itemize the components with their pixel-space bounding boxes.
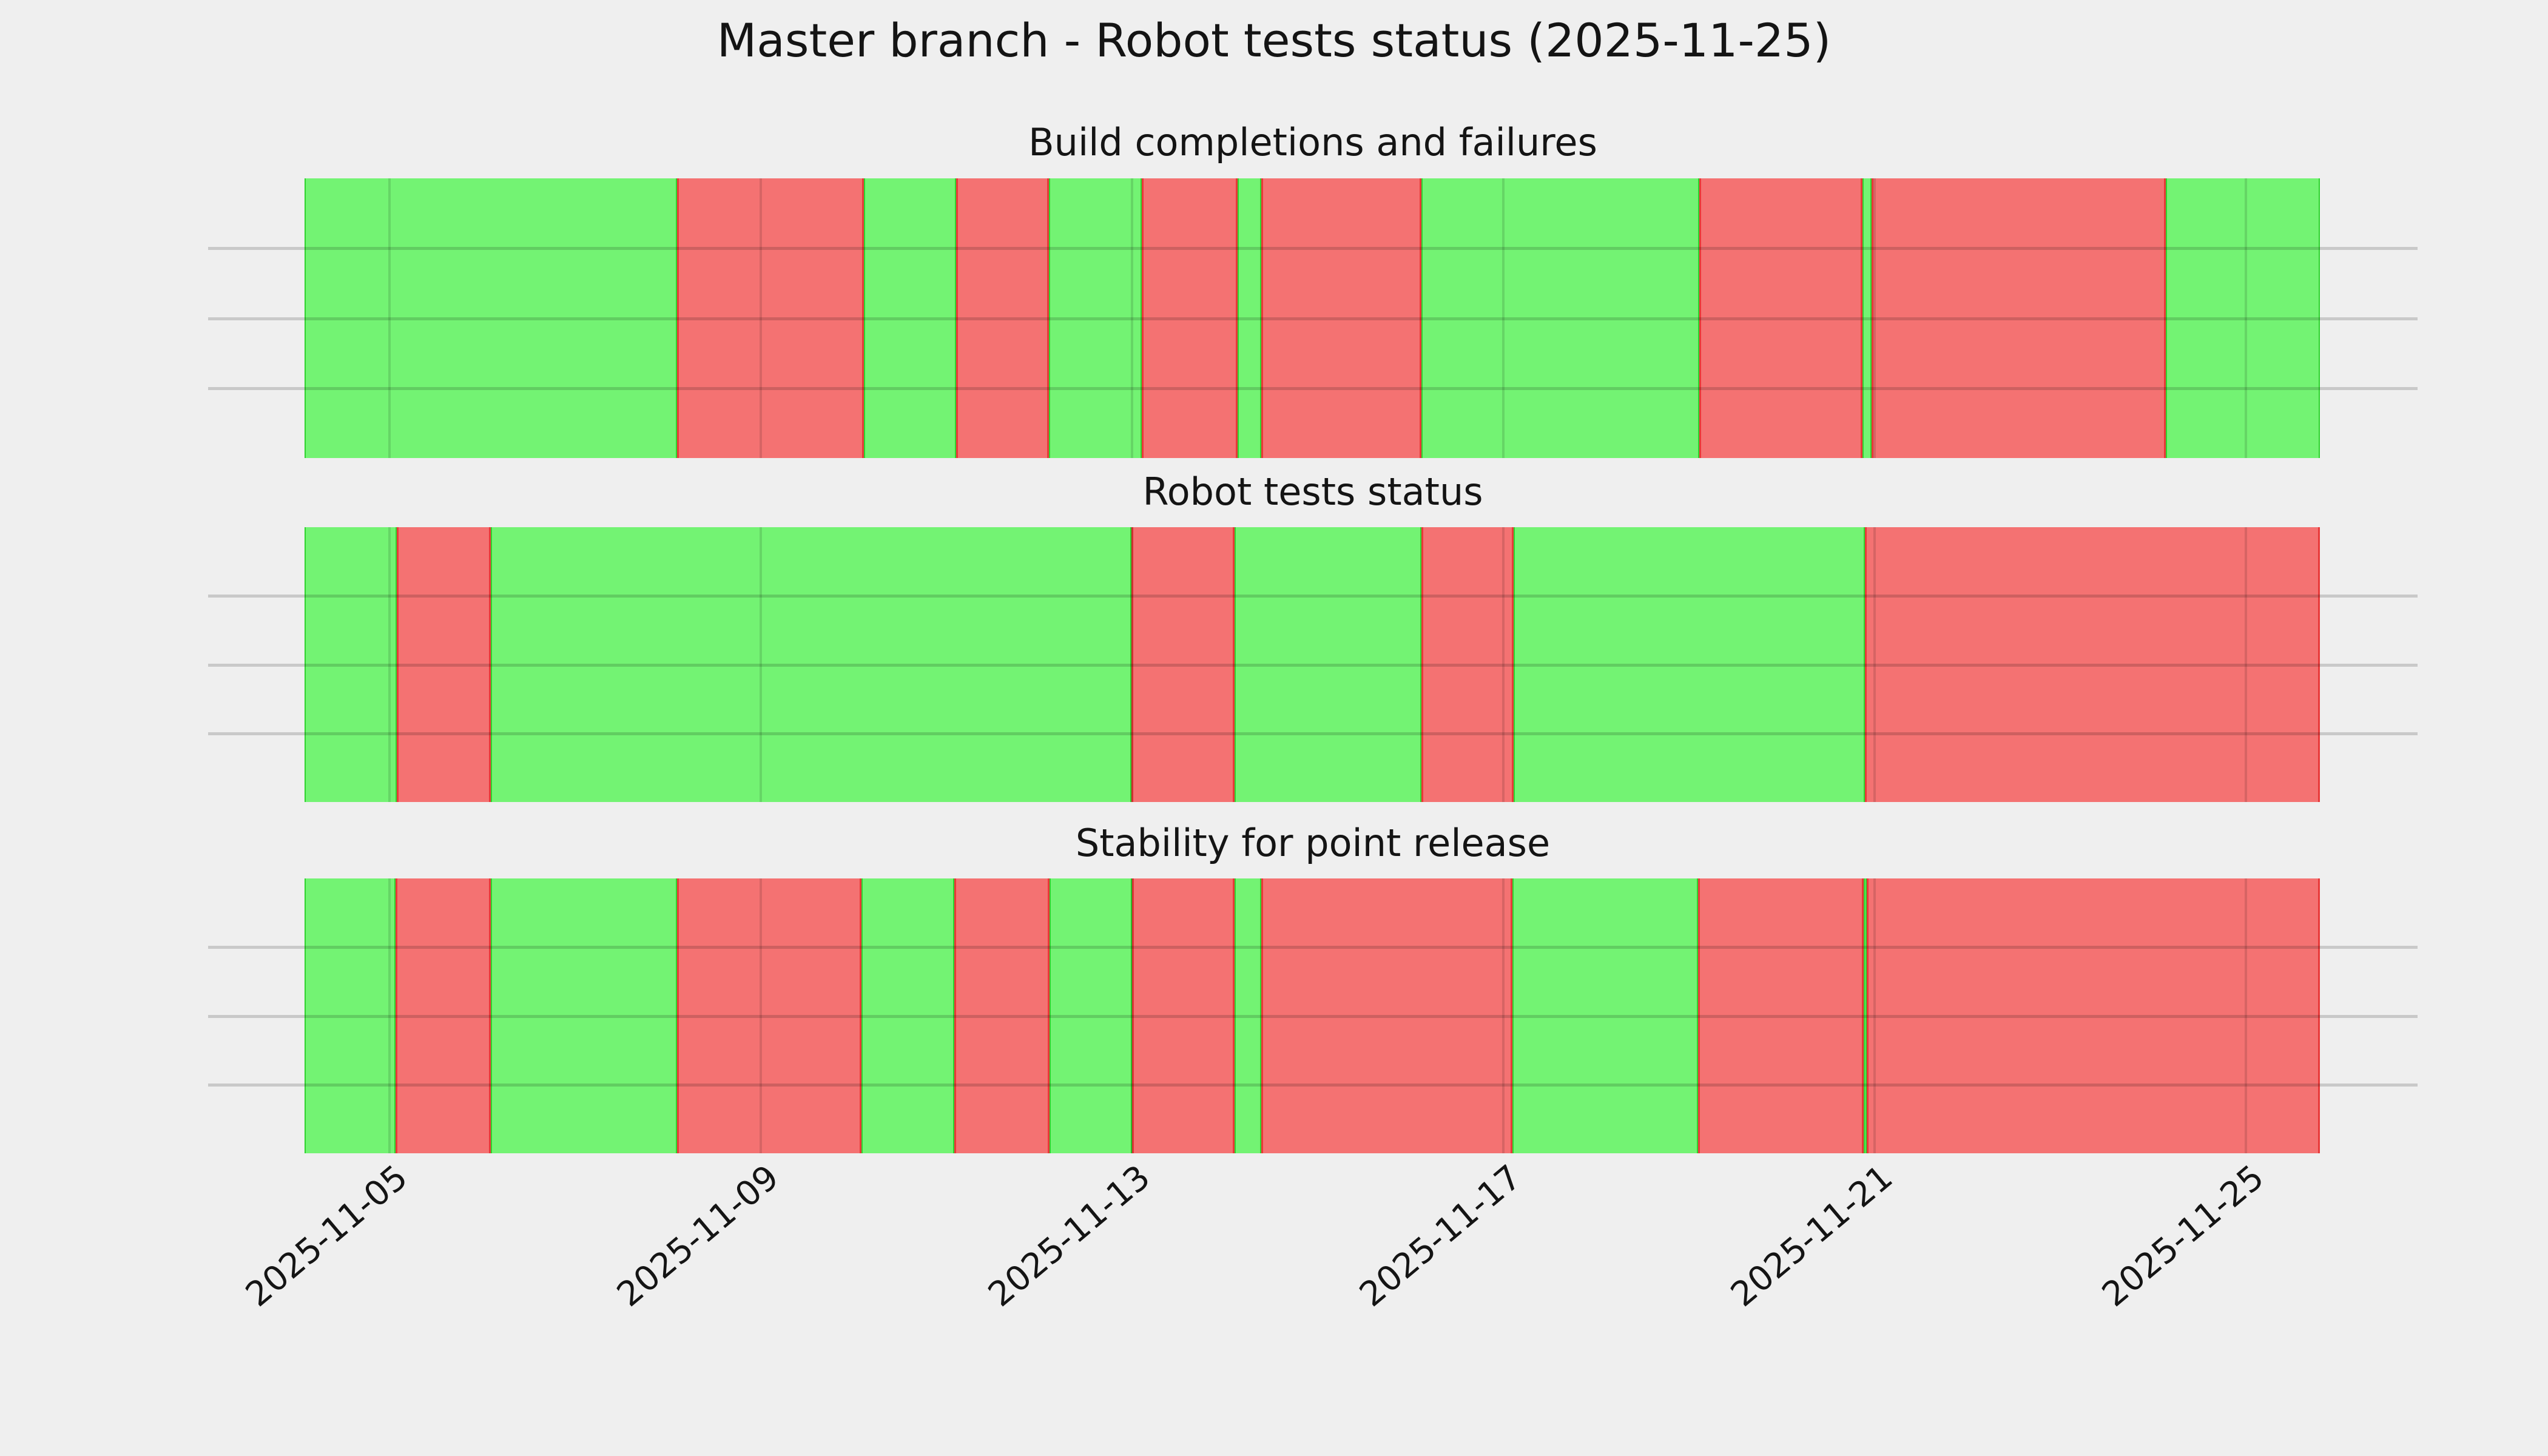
date-gridline xyxy=(2245,527,2247,802)
status-segment-fail xyxy=(677,178,864,458)
status-segment-pass xyxy=(491,878,677,1153)
status-segment-fail xyxy=(1865,527,2320,802)
status-segment-fail xyxy=(1261,878,1512,1153)
status-segment-fail xyxy=(1867,878,2320,1153)
date-gridline xyxy=(388,178,391,458)
date-gridline xyxy=(760,178,762,458)
status-segment-pass xyxy=(1235,878,1261,1153)
date-gridline xyxy=(1502,178,1505,458)
status-segment-pass xyxy=(1862,178,1872,458)
date-gridline xyxy=(760,878,762,1153)
status-segment-pass xyxy=(305,178,677,458)
status-segment-fail xyxy=(1698,878,1864,1153)
subplot-title-build-completions: Build completions and failures xyxy=(1028,120,1597,164)
figure-title: Master branch - Robot tests status (2025… xyxy=(716,13,1832,67)
x-tick-label: 2025-11-17 xyxy=(1352,1158,1529,1315)
status-strip xyxy=(305,178,2320,458)
status-segment-fail xyxy=(677,878,861,1153)
horizontal-gridline xyxy=(208,1014,2418,1018)
status-segment-pass xyxy=(861,878,954,1153)
status-segment-fail xyxy=(1142,178,1238,458)
horizontal-gridline xyxy=(208,317,2418,320)
status-segment-pass xyxy=(1421,178,1699,458)
date-gridline xyxy=(1502,527,1505,802)
status-segment-pass xyxy=(1512,878,1698,1153)
horizontal-gridline xyxy=(208,595,2418,598)
axes-robot-tests xyxy=(208,527,2418,802)
status-segment-fail xyxy=(1699,178,1862,458)
horizontal-gridline xyxy=(208,247,2418,251)
x-tick-label: 2025-11-13 xyxy=(980,1158,1158,1315)
status-segment-pass xyxy=(1238,178,1261,458)
status-segment-fail xyxy=(1421,527,1514,802)
status-segment-pass xyxy=(2166,178,2320,458)
status-segment-pass xyxy=(305,878,396,1153)
horizontal-gridline xyxy=(208,1083,2418,1087)
subplot-title-robot-tests: Robot tests status xyxy=(1142,470,1483,514)
status-segment-pass xyxy=(1514,527,1865,802)
date-gridline xyxy=(1873,527,1876,802)
x-tick-label: 2025-11-25 xyxy=(2094,1158,2271,1315)
date-gridline xyxy=(1873,178,1876,458)
status-segment-pass xyxy=(305,527,397,802)
status-strip xyxy=(305,527,2320,802)
date-gridline xyxy=(1502,878,1505,1153)
subplot-title-stability: Stability for point release xyxy=(1075,821,1551,865)
date-gridline xyxy=(1131,527,1133,802)
date-gridline xyxy=(2245,178,2247,458)
status-segment-pass xyxy=(1049,178,1142,458)
status-segment-fail xyxy=(397,527,491,802)
status-segment-pass xyxy=(864,178,956,458)
status-segment-fail xyxy=(954,878,1050,1153)
horizontal-gridline xyxy=(208,386,2418,390)
x-tick-label: 2025-11-05 xyxy=(238,1158,415,1315)
status-segment-fail xyxy=(1131,527,1235,802)
status-segment-fail xyxy=(1872,178,2166,458)
x-tick-label: 2025-11-09 xyxy=(609,1158,786,1315)
horizontal-gridline xyxy=(208,732,2418,735)
status-strip xyxy=(305,878,2320,1153)
status-segment-pass xyxy=(1864,878,1867,1153)
date-gridline xyxy=(388,878,391,1153)
date-gridline xyxy=(1873,878,1876,1153)
status-segment-fail xyxy=(1261,178,1421,458)
status-segment-pass xyxy=(1050,878,1132,1153)
horizontal-gridline xyxy=(208,946,2418,949)
status-segment-fail xyxy=(396,878,491,1153)
status-segment-fail xyxy=(956,178,1049,458)
status-segment-pass xyxy=(491,527,1131,802)
date-gridline xyxy=(388,527,391,802)
axes-build-completions xyxy=(208,178,2418,458)
x-tick-label: 2025-11-21 xyxy=(1723,1158,1900,1315)
date-gridline xyxy=(2245,878,2247,1153)
status-segment-pass xyxy=(1235,527,1421,802)
horizontal-gridline xyxy=(208,663,2418,667)
status-segment-fail xyxy=(1132,878,1235,1153)
axes-stability xyxy=(208,878,2418,1153)
date-gridline xyxy=(1131,878,1133,1153)
date-gridline xyxy=(1131,178,1133,458)
date-gridline xyxy=(760,527,762,802)
